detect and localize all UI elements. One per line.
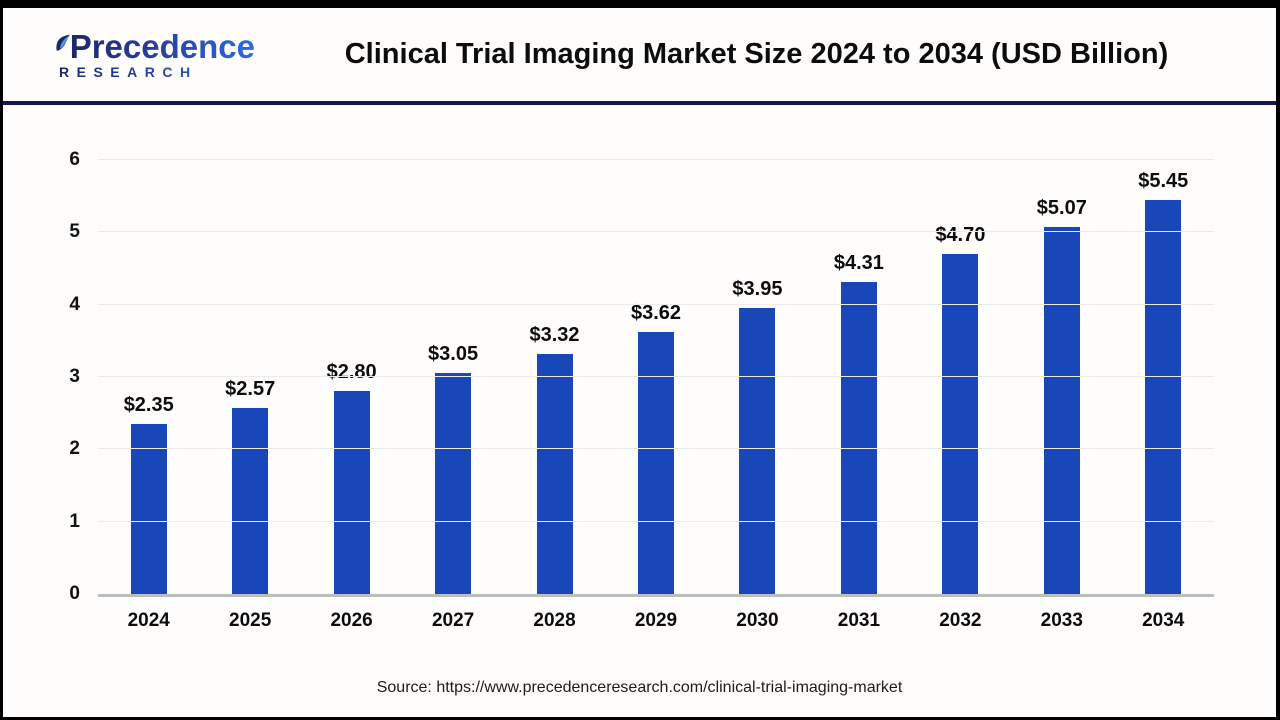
bar-value-label: $2.80 [326, 361, 377, 384]
bar-column-2032: $4.70 [935, 160, 985, 594]
logo-name: Precedence [69, 28, 255, 65]
bar-value-label: $4.70 [935, 224, 986, 247]
bar-column-2033: $5.07 [1037, 160, 1087, 594]
x-axis-labels: 2024 2025 2026 2027 2028 2029 2030 2031 2032 2033… [98, 610, 1214, 632]
bar-column-2024: $2.35 [124, 160, 174, 594]
bar-value-label: $5.45 [1138, 169, 1189, 192]
bar [1145, 199, 1182, 594]
x-axis-label-2024: 2024 [127, 610, 170, 631]
x-axis-label-2025: 2025 [229, 610, 272, 631]
plot-area: $2.35 $2.57 $2.80 $3.05 $3.32 $3.62 $3.95 $4.31… [69, 149, 1214, 604]
x-axis-label-2033: 2033 [1040, 610, 1083, 631]
y-axis-tick-5: 5 [69, 221, 80, 243]
bar-column-2028: $3.32 [530, 160, 580, 594]
bar [333, 391, 370, 594]
source-text: Source: https://www.precedenceresearch.c… [376, 679, 903, 696]
gridline-y-2 [98, 448, 1214, 450]
gridline-y-3 [98, 376, 1214, 377]
gridline-y-1 [98, 520, 1214, 522]
x-axis-label-2027: 2027 [431, 610, 475, 631]
y-axis-tick-4: 4 [69, 293, 80, 315]
gridline-y-6 [98, 159, 1214, 160]
y-axis-tick-6: 6 [69, 149, 80, 170]
x-axis-label-2030: 2030 [736, 610, 779, 631]
y-axis-tick-2: 2 [69, 438, 80, 460]
bar-value-label: $2.57 [225, 378, 276, 401]
bar-column-2029: $3.62 [631, 160, 681, 594]
leaf-icon [56, 34, 71, 51]
x-axis-label-2029: 2029 [634, 610, 678, 631]
bar [435, 373, 472, 594]
bar-value-label: $3.32 [529, 323, 580, 346]
bar [739, 308, 776, 594]
bar [1043, 227, 1080, 594]
chart-area: $2.35 $2.57 $2.80 $3.05 $3.32 $3.62 $3.95 $4.31… [3, 105, 1276, 713]
x-axis-label-2028: 2028 [533, 610, 576, 631]
bar [840, 282, 877, 594]
y-axis-tick-3: 3 [69, 366, 80, 387]
bar-value-label: $5.07 [1036, 197, 1087, 220]
bar-column-2031: $4.31 [834, 160, 884, 594]
gridline-y-5 [98, 231, 1214, 233]
bar-value-label: $3.05 [428, 343, 479, 366]
bar-column-2034: $5.45 [1138, 160, 1188, 594]
chart-title: Clinical Trial Imaging Market Size 2024 … [344, 38, 1169, 70]
bar-value-label: $2.35 [123, 394, 174, 417]
x-axis-label-2026: 2026 [330, 610, 373, 631]
x-axis-label-2031: 2031 [837, 610, 881, 631]
bar [942, 254, 979, 594]
bar-column-2026: $2.80 [327, 160, 377, 594]
y-axis-tick-1: 1 [69, 510, 80, 532]
y-axis-tick-0: 0 [69, 583, 80, 604]
bar-value-label: $3.62 [630, 302, 682, 325]
logo-wordmark: Precedence [55, 30, 255, 63]
precedence-research-logo: Precedence RESEARCH [55, 30, 255, 79]
bar [232, 408, 269, 594]
x-axis-label-2032: 2032 [939, 610, 982, 631]
x-axis-label-2034: 2034 [1142, 610, 1185, 631]
bars-container: $2.35 $2.57 $2.80 $3.05 $3.32 $3.62 $3.95 $4.31… [98, 160, 1214, 594]
bar-value-label: $4.31 [833, 252, 884, 275]
gridline-y-4 [98, 303, 1214, 305]
header: Precedence RESEARCH Clinical Trial Imagi… [3, 8, 1276, 105]
logo-subtitle: RESEARCH [55, 65, 255, 79]
bar-value-label: $3.95 [732, 278, 783, 301]
bar [130, 424, 167, 594]
bar-column-2030: $3.95 [732, 160, 782, 594]
bar-column-2025: $2.57 [225, 160, 275, 594]
bar [536, 353, 573, 594]
bar [637, 332, 674, 594]
bar-column-2027: $3.05 [428, 160, 478, 594]
